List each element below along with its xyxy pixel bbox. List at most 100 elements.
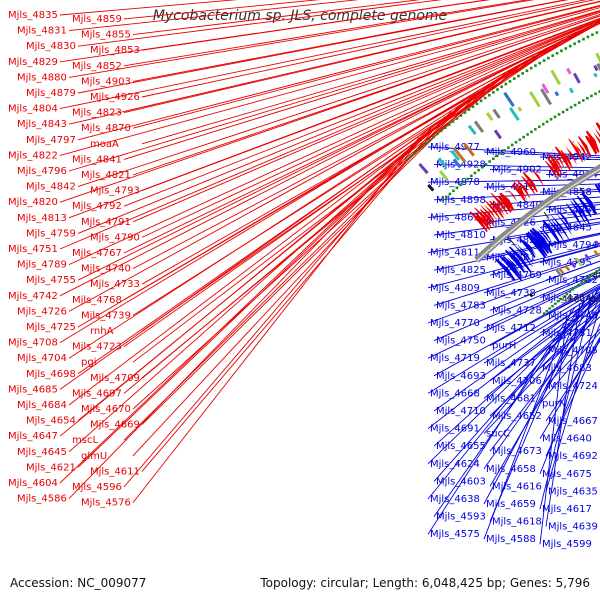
label-leader xyxy=(483,254,600,294)
label-leader xyxy=(433,283,600,377)
gene-label-reverse: Mjls_4624 xyxy=(430,459,480,470)
forward-gene-arrow xyxy=(546,151,563,176)
gene-label-forward: Mjls_4853 xyxy=(90,45,140,56)
forward-gene-arrow xyxy=(490,192,509,215)
reverse-gene-arrow xyxy=(597,183,600,189)
label-leader xyxy=(539,313,568,545)
label-leader xyxy=(483,274,600,329)
label-leader xyxy=(77,4,600,141)
gene-label-forward: pgi xyxy=(81,357,96,368)
forward-gene-arrow xyxy=(554,146,571,171)
label-leader xyxy=(545,340,600,422)
gene-label-reverse: Mjls_4691 xyxy=(430,424,480,435)
label-leader xyxy=(483,289,598,505)
label-leader xyxy=(68,0,600,125)
reverse-gene-arrow xyxy=(500,253,522,278)
forward-gene-arrow xyxy=(522,172,538,193)
gene-label-reverse: Mjls_4719 xyxy=(430,353,480,364)
label-leader xyxy=(539,217,600,228)
label-leader xyxy=(489,285,600,346)
reverse-gene-arrow xyxy=(527,231,548,257)
gene-label-reverse: Mjls_4782 xyxy=(548,275,598,286)
reverse-gene-arrow xyxy=(504,249,526,274)
gene-label-reverse: Mjls_4840 xyxy=(492,200,542,211)
reverse-gene-arrow xyxy=(581,192,597,216)
ruler-tick xyxy=(509,238,516,246)
gc-tick xyxy=(564,46,568,50)
ruler-tick xyxy=(579,187,585,195)
ruler-label: 4850 kbp xyxy=(592,271,600,281)
forward-gene-arrow xyxy=(483,199,502,221)
forward-gene-arrow xyxy=(568,138,584,163)
label-leader xyxy=(539,331,600,404)
label-leader xyxy=(427,179,600,183)
gene-label-reverse: Mjls_4825 xyxy=(436,265,486,276)
gene-label-reverse: Mjls_4655 xyxy=(436,441,486,452)
label-leader xyxy=(539,336,600,439)
gene-label-forward: Mjls_4611 xyxy=(90,466,140,477)
forward-gene-arrow xyxy=(512,179,528,200)
feature-bar xyxy=(427,183,435,192)
gene-label-forward: Mjls_4684 xyxy=(17,400,67,411)
label-leader xyxy=(427,287,600,394)
label-leader xyxy=(59,20,600,250)
gene-label-reverse: Mjls_4795 xyxy=(542,258,592,269)
label-leader xyxy=(427,294,600,429)
gene-label-reverse: Mjls_4659 xyxy=(486,499,536,510)
label-leader xyxy=(123,1,600,114)
gc-tick xyxy=(586,35,590,39)
label-leader xyxy=(132,51,542,363)
feature-bar xyxy=(517,106,523,112)
label-leader xyxy=(132,5,600,129)
feature-bar xyxy=(558,267,565,275)
label-leader xyxy=(539,271,600,299)
gene-label-forward: Mjls_4830 xyxy=(26,41,76,52)
genome-backbone xyxy=(474,164,600,263)
gene-label-forward: Mjls_4797 xyxy=(26,135,76,146)
label-leader xyxy=(123,12,600,160)
label-leader xyxy=(59,39,563,343)
gene-label-reverse: Mjls_4783 xyxy=(436,300,486,311)
forward-gene-arrow xyxy=(475,213,491,231)
gene-label-forward: Mjls_4576 xyxy=(81,498,131,509)
gene-label-reverse: Mjls_4681 xyxy=(486,393,536,404)
label-leader xyxy=(483,151,600,159)
gene-label-reverse: Mjls_4675 xyxy=(542,469,592,480)
label-leader xyxy=(545,328,600,387)
gene-label-reverse: Mjls_4811 xyxy=(430,248,480,259)
label-leader xyxy=(68,10,600,172)
reverse-gene-arrow xyxy=(550,214,571,242)
label-leader xyxy=(59,121,439,484)
accession-prefix: Accession: xyxy=(10,576,78,590)
label-leader xyxy=(132,22,600,269)
gene-label-forward: Mjls_4789 xyxy=(17,260,67,271)
label-leader xyxy=(123,126,433,488)
feature-bar xyxy=(418,162,429,175)
gene-label-reverse: Mjls_4863 xyxy=(430,212,480,223)
topology-summary: Topology: circular; Length: 6,048,425 bp… xyxy=(260,576,590,590)
label-leader xyxy=(59,0,238,16)
gc-tick xyxy=(581,37,586,41)
label-leader xyxy=(427,287,600,500)
gene-label-forward: Mjls_4604 xyxy=(8,478,58,489)
gene-label-forward: Mjls_4859 xyxy=(72,14,122,25)
feature-bar xyxy=(554,91,560,97)
reverse-gene-arrow xyxy=(494,258,516,282)
gene-label-forward: Mjls_4903 xyxy=(81,76,131,87)
feature-bar xyxy=(570,261,577,269)
label-leader xyxy=(59,7,600,156)
gene-label-reverse: Mjls_4639 xyxy=(548,522,598,533)
label-leader xyxy=(489,297,600,487)
gene-label-forward: Mjls_4841 xyxy=(72,154,122,165)
gene-label-forward: moaA xyxy=(90,139,119,150)
gene-label-reverse: Mjls_4826 xyxy=(486,217,536,228)
gene-label-forward: Mjls_4835 xyxy=(8,10,58,21)
feature-bar xyxy=(437,157,447,168)
forward-gene-arrow xyxy=(595,122,600,132)
reverse-gene-arrow xyxy=(565,203,583,227)
gene-label-reverse: Mjls_4781 xyxy=(486,253,536,264)
gene-label-forward: Mjls_4685 xyxy=(8,384,58,395)
gene-label-forward: Mjls_4823 xyxy=(72,108,122,119)
reverse-gene-arrow xyxy=(525,232,546,258)
gc-tick xyxy=(568,44,572,48)
